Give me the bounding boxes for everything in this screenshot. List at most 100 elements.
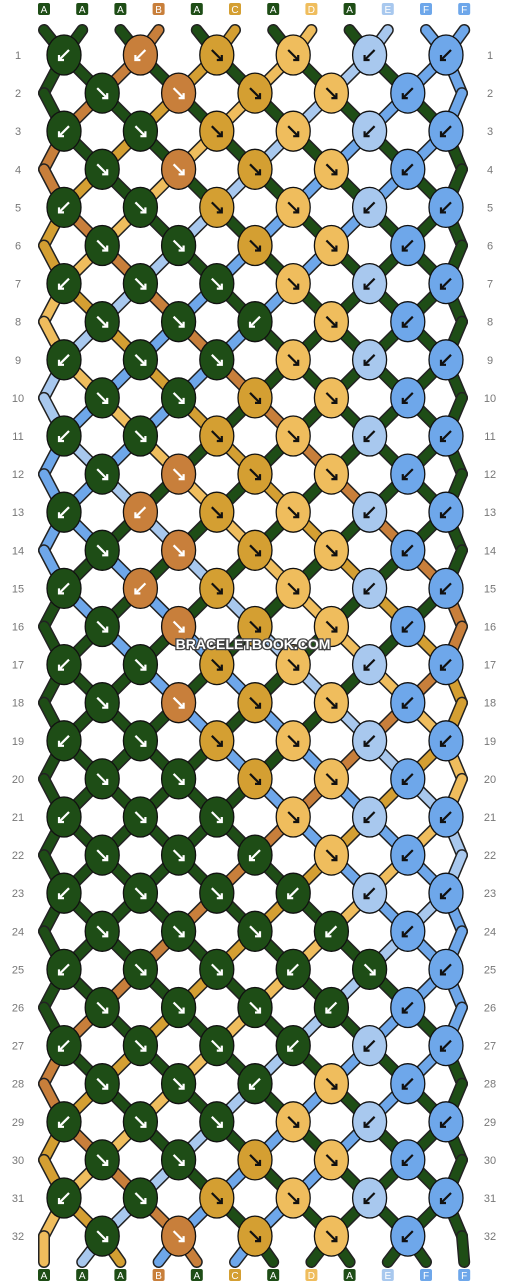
knot-arrowhead-r19-5-icon xyxy=(363,740,370,747)
knot-arrowhead-r5-1-icon xyxy=(57,207,64,214)
bottom-thread-swatch-1 xyxy=(38,1269,50,1281)
knot-arrow-r26-2-icon xyxy=(172,1001,185,1014)
knot-arrow-r22-2-icon xyxy=(172,849,185,861)
thread-segment-395 xyxy=(457,1231,469,1267)
knot-arrow-r5-1-icon xyxy=(58,201,70,214)
knot-arrow-r23-1-icon xyxy=(58,887,70,899)
knot-arrow-r1-4-icon xyxy=(287,49,299,61)
knot-arrowhead-r28-3-icon xyxy=(248,1083,255,1090)
knot-arrowhead-r19-3-icon xyxy=(216,740,223,747)
knot-arrow-r27-5-icon xyxy=(363,1039,376,1052)
knot-arrowhead-r1-6-icon xyxy=(439,55,446,62)
row-number-left-2: 2 xyxy=(15,88,21,100)
knot-arrowhead-r9-5-icon xyxy=(363,359,370,366)
row-number-right-21: 21 xyxy=(484,812,496,824)
row-number-right-26: 26 xyxy=(484,1003,496,1015)
knot-arrow-r19-6-icon xyxy=(440,735,452,747)
knot-arrow-r17-2-icon xyxy=(134,658,147,671)
knot-arrow-r13-2-icon xyxy=(134,506,147,518)
knot-arrowhead-r27-1-icon xyxy=(57,1045,64,1052)
knot-arrowhead-r14-3-icon xyxy=(255,550,262,557)
knot-arrowhead-r24-2-icon xyxy=(178,931,185,938)
top-thread-label-10: E xyxy=(384,5,391,16)
bottom-thread-label-6: C xyxy=(231,1271,238,1282)
knot-arrow-r3-6-icon xyxy=(440,125,452,137)
bottom-thread-label-2: A xyxy=(79,1271,86,1282)
knot-arrow-r5-3-icon xyxy=(211,201,223,214)
row-number-left-18: 18 xyxy=(12,698,24,710)
knot-arrow-r2-5-icon xyxy=(402,87,414,99)
knot-arrow-r9-2-icon xyxy=(134,354,147,366)
knot-arrow-r26-3-icon xyxy=(249,1001,261,1014)
knot-arrowhead-r3-6-icon xyxy=(439,131,446,138)
knot-arrow-r29-2-icon xyxy=(134,1116,147,1128)
row-number-left-28: 28 xyxy=(12,1079,24,1091)
knot-arrow-r27-2-icon xyxy=(134,1039,147,1052)
row-number-right-24: 24 xyxy=(484,926,496,938)
row-number-right-19: 19 xyxy=(484,736,496,748)
knot-arrow-r3-2-icon xyxy=(134,125,147,137)
knot-arrow-r4-5-icon xyxy=(402,163,414,176)
knot-arrowhead-r4-5-icon xyxy=(401,169,408,176)
knot-arrow-r17-1-icon xyxy=(58,658,70,671)
knot-arrowhead-r28-1-icon xyxy=(102,1083,109,1090)
knot-arrowhead-r13-2-icon xyxy=(134,512,141,519)
knot-arrowhead-r28-4-icon xyxy=(331,1083,338,1090)
knot-arrowhead-r18-4-icon xyxy=(331,702,338,709)
bottom-thread-swatch-2 xyxy=(76,1269,89,1281)
knot-arrowhead-r30-1-icon xyxy=(102,1159,109,1167)
knot-arrowhead-r30-2-icon xyxy=(178,1159,185,1167)
row-number-right-16: 16 xyxy=(484,622,496,634)
knot-arrowhead-r4-4-icon xyxy=(331,169,338,176)
row-number-left-5: 5 xyxy=(15,202,21,214)
knot-arrow-r18-4-icon xyxy=(325,696,338,709)
knot-arrowhead-r22-5-icon xyxy=(401,855,408,862)
knot-arrow-r30-2-icon xyxy=(172,1154,185,1166)
knot-arrowhead-r20-3-icon xyxy=(255,778,262,786)
knot-arrowhead-r24-5-icon xyxy=(401,931,408,938)
knot-arrowhead-r27-6-icon xyxy=(439,1045,446,1052)
knot-arrowhead-r15-2-icon xyxy=(134,588,141,595)
knot-arrowhead-r15-5-icon xyxy=(363,588,370,595)
knot-arrowhead-r2-4-icon xyxy=(331,93,338,100)
knot-arrowhead-r10-1-icon xyxy=(102,397,109,404)
knot-arrowhead-r23-1-icon xyxy=(57,893,64,900)
knot-arrowhead-r2-2-icon xyxy=(178,93,185,100)
knot-arrow-r21-6-icon xyxy=(440,811,452,823)
knot-arrowhead-r17-1-icon xyxy=(57,664,64,671)
knot-arrowhead-r6-3-icon xyxy=(255,245,262,252)
knot-arrowhead-r19-1-icon xyxy=(57,740,64,747)
knot-arrowhead-r23-6-icon xyxy=(439,893,446,900)
knot-arrow-r5-4-icon xyxy=(287,201,299,214)
row-number-left-25: 25 xyxy=(12,964,24,976)
knot-arrowhead-r16-3-icon xyxy=(255,626,262,633)
knot-arrow-r12-3-icon xyxy=(249,468,261,480)
knot-arrowhead-r29-3-icon xyxy=(216,1121,223,1128)
row-number-right-27: 27 xyxy=(484,1041,496,1053)
knot-arrowhead-r13-6-icon xyxy=(439,512,446,519)
knot-layer xyxy=(46,34,464,1257)
knot-arrowhead-r17-4-icon xyxy=(293,664,300,671)
knot-arrowhead-r14-1-icon xyxy=(102,550,109,557)
knot-arrowhead-r13-3-icon xyxy=(216,512,223,519)
knot-arrow-r7-2-icon xyxy=(134,277,147,290)
row-number-left-1: 1 xyxy=(15,50,21,62)
knot-arrow-r1-3-icon xyxy=(211,49,223,61)
knot-arrowhead-r7-2-icon xyxy=(140,283,147,290)
knot-arrowhead-r21-3-icon xyxy=(216,817,223,824)
top-thread-label-2: A xyxy=(79,5,86,16)
knot-arrow-r12-1-icon xyxy=(96,468,108,480)
knot-arrowhead-r26-1-icon xyxy=(102,1007,109,1014)
knot-arrowhead-r21-1-icon xyxy=(57,817,64,824)
knot-arrow-r8-3-icon xyxy=(249,315,261,328)
bottom-thread-swatch-5 xyxy=(190,1269,203,1281)
row-number-left-16: 16 xyxy=(12,622,24,634)
knot-arrowhead-r18-2-icon xyxy=(178,702,185,709)
knot-arrowhead-r7-5-icon xyxy=(363,283,370,290)
knot-arrowhead-r25-5-icon xyxy=(369,969,376,976)
knot-arrowhead-r20-5-icon xyxy=(401,778,408,786)
knot-arrow-r19-2-icon xyxy=(134,735,147,747)
knot-arrowhead-r8-4-icon xyxy=(331,321,338,328)
knot-arrow-r15-2-icon xyxy=(134,582,147,595)
knot-arrowhead-r25-2-icon xyxy=(140,969,147,976)
